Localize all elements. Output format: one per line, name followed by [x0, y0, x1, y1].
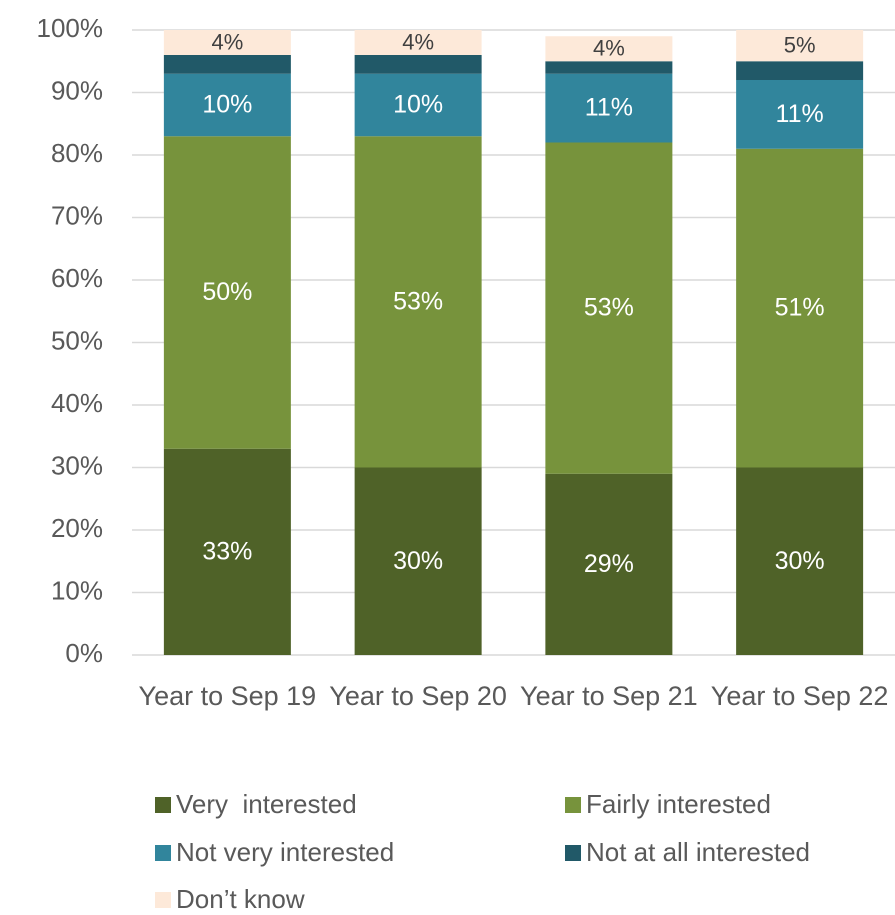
bar-segment — [736, 30, 864, 62]
x-tick-label: Year to Sep 21 — [520, 681, 698, 711]
data-label: 30% — [775, 547, 825, 575]
bar-segment — [354, 136, 482, 468]
bar-segment — [545, 473, 673, 655]
legend-swatch — [155, 797, 171, 813]
data-label: 10% — [202, 91, 252, 119]
bar-segment — [354, 73, 482, 137]
y-tick-label: 50% — [51, 325, 103, 355]
x-tick-label: Year to Sep 22 — [710, 681, 889, 711]
bar-segment — [736, 80, 864, 149]
bar-segment — [545, 142, 673, 474]
y-tick-label: 70% — [51, 200, 103, 230]
bar-segment — [163, 30, 291, 55]
bar-segment — [163, 73, 291, 137]
y-tick-label: 30% — [51, 450, 103, 480]
y-tick-label: 90% — [51, 75, 103, 105]
bar-segment — [163, 136, 291, 449]
y-tick-label: 20% — [51, 513, 103, 543]
data-label: 53% — [584, 294, 634, 322]
data-label: 29% — [584, 550, 634, 578]
y-tick-label: 10% — [51, 575, 103, 605]
data-label: 50% — [202, 278, 252, 306]
bar-segment — [545, 61, 673, 74]
data-label: 4% — [402, 29, 434, 54]
bar-segment — [736, 148, 864, 468]
x-tick-label: Year to Sep 19 — [138, 681, 317, 711]
legend-label: Not very interested — [176, 837, 394, 867]
y-tick-label: 40% — [51, 388, 103, 418]
data-label: 5% — [784, 32, 816, 57]
legend-label: Very interested — [176, 789, 357, 819]
y-tick-label: 0% — [65, 638, 103, 668]
y-tick-label: 100% — [37, 13, 104, 43]
bar-segment — [545, 36, 673, 62]
data-label: 4% — [211, 29, 243, 54]
bar-segment — [545, 73, 673, 143]
x-tick-label: Year to Sep 20 — [329, 681, 507, 711]
bar-segment — [163, 55, 291, 74]
legend-label: Don’t know — [176, 884, 305, 914]
data-label: 4% — [593, 36, 625, 61]
bar-segment — [354, 55, 482, 74]
bar-segment — [163, 448, 291, 655]
y-tick-label: 60% — [51, 263, 103, 293]
bar-segment — [354, 467, 482, 655]
bar-segment — [736, 61, 864, 80]
legend-swatch — [155, 892, 171, 908]
bar-segment — [354, 30, 482, 55]
data-label: 11% — [776, 100, 824, 128]
legend-swatch — [565, 845, 581, 861]
data-label: 53% — [393, 287, 443, 315]
bar-segment — [736, 467, 864, 655]
data-label: 33% — [202, 537, 252, 565]
legend-label: Fairly interested — [586, 789, 771, 819]
data-label: 30% — [393, 547, 443, 575]
data-label: 11% — [585, 94, 633, 122]
legend-swatch — [565, 797, 581, 813]
data-label: 10% — [393, 91, 443, 119]
y-tick-label: 80% — [51, 138, 103, 168]
legend-label: Not at all interested — [586, 837, 810, 867]
data-label: 51% — [775, 294, 825, 322]
legend-swatch — [155, 845, 171, 861]
